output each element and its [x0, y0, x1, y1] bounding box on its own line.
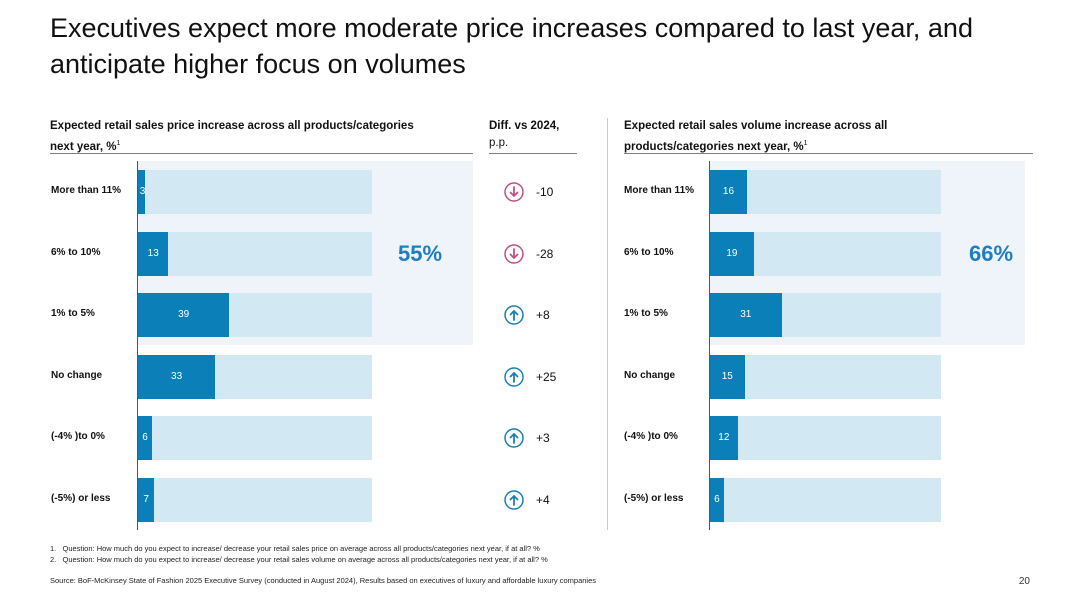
diff-value: -28 [536, 246, 554, 261]
volume-bar-value: 15 [721, 370, 733, 382]
volume-bar [710, 416, 738, 460]
volume-bar-track [710, 354, 941, 399]
price-header-rule [50, 153, 473, 154]
volume-bar [710, 231, 754, 276]
price-footnote-mark: 1 [116, 140, 121, 147]
price-chart-title-line-1: Expected retail sales price increase acr… [50, 120, 414, 132]
volume-chart-title-line-2: products/categories next year, % [624, 140, 804, 153]
price-category-label: 6% to 10% [51, 246, 101, 258]
price-bar-track [138, 416, 372, 460]
volume-bar-track [710, 477, 941, 522]
diff-header-rule [489, 153, 577, 154]
price-bar [138, 354, 216, 399]
price-bar [138, 293, 230, 337]
diff-title-line-2: p.p. [489, 137, 509, 149]
volume-category-label: More than 11% [624, 185, 695, 196]
volume-bar-value: 6 [714, 493, 720, 505]
diff-value: -10 [536, 185, 554, 199]
volume-bar-value: 31 [740, 309, 752, 320]
diff-column-title: Diff. vs 2024, p.p. [489, 118, 584, 152]
volume-bar-track [710, 416, 941, 460]
price-category-label: No change [51, 369, 103, 381]
volume-axis [709, 161, 710, 530]
volume-bar-value: 16 [722, 186, 735, 197]
price-bar-value: 7 [143, 493, 149, 505]
volume-bar [710, 293, 782, 337]
diff-value: +4 [536, 492, 550, 507]
down-arrow-icon [504, 243, 524, 264]
price-bar [138, 170, 146, 214]
price-bar-value: 3 [139, 186, 146, 197]
volume-bar-value: 19 [726, 247, 738, 259]
price-chart-title-line-2: next year, % [50, 140, 117, 153]
price-category-label: More than 11% [51, 185, 122, 196]
volume-chart-title-line-1: Expected retail sales volume increase ac… [624, 120, 888, 132]
price-bar-track [138, 477, 372, 522]
volume-bar [710, 477, 724, 522]
volume-bar [710, 354, 745, 399]
price-bar-value: 33 [171, 370, 183, 382]
volume-bar-value: 12 [718, 432, 730, 443]
price-bar-value: 6 [142, 432, 148, 443]
diff-value: +8 [536, 308, 550, 322]
up-arrow-icon [504, 366, 524, 387]
price-bar-track [138, 170, 372, 214]
price-bar-track [138, 231, 372, 276]
price-category-label: (-5%) or less [51, 492, 111, 504]
up-arrow-icon [504, 305, 524, 325]
footnote-2: 2. Question: How much do you expect to i… [50, 555, 548, 564]
up-arrow-icon [504, 489, 524, 510]
price-bar-value: 13 [147, 247, 159, 259]
volume-bar-track [710, 170, 941, 214]
volume-category-label: (-5%) or less [624, 492, 684, 504]
up-arrow-icon [504, 428, 524, 448]
diff-title-line-1: Diff. vs 2024, [489, 120, 560, 132]
page-title: Executives expect more moderate price in… [50, 13, 973, 79]
source-note: Source: BoF-McKinsey State of Fashion 20… [50, 576, 596, 585]
price-axis [137, 161, 138, 530]
volume-category-label: (-4% )to 0% [624, 431, 678, 442]
section-divider [607, 118, 608, 530]
volume-header-rule [624, 153, 1033, 154]
volume-category-label: 1% to 5% [624, 308, 668, 319]
price-bar [138, 477, 155, 522]
volume-highlight-total: 66% [969, 241, 1014, 266]
diff-value: +25 [536, 369, 557, 384]
volume-category-label: 6% to 10% [624, 246, 674, 258]
diff-value: +3 [536, 431, 550, 445]
volume-chart-title: Expected retail sales volume increase ac… [624, 118, 1024, 156]
price-bar [138, 231, 169, 276]
footnote-1: 1. Question: How much do you expect to i… [50, 544, 540, 553]
volume-footnote-mark: 1 [803, 140, 808, 147]
price-category-label: (-4% )to 0% [51, 431, 105, 442]
page-number: 20 [1018, 576, 1030, 587]
price-chart-title: Expected retail sales price increase acr… [50, 118, 470, 156]
volume-category-label: No change [624, 369, 676, 381]
volume-bar [710, 170, 747, 214]
price-bar-value: 39 [178, 309, 190, 320]
price-bar [138, 416, 153, 460]
price-highlight-total: 55% [398, 241, 443, 266]
down-arrow-icon [504, 182, 524, 202]
price-category-label: 1% to 5% [51, 308, 95, 319]
